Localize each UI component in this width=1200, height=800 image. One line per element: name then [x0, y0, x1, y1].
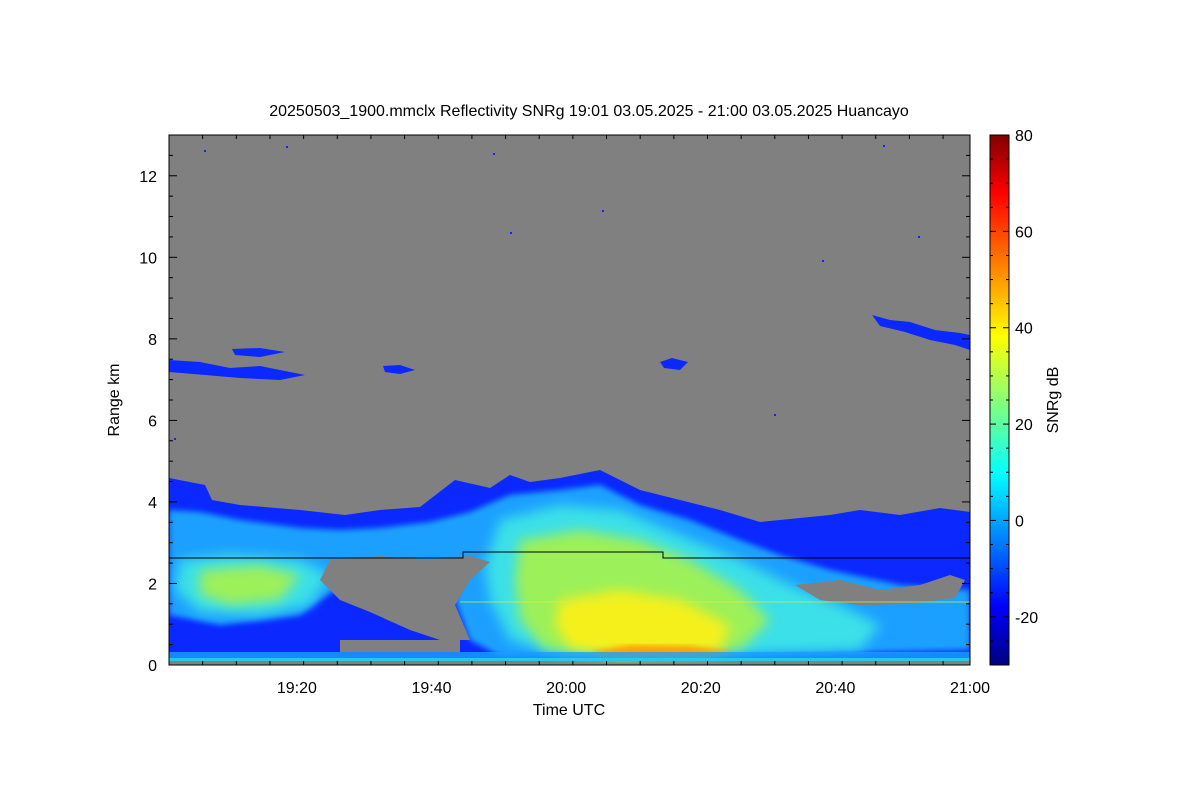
colorbar-label: SNRg dB [1045, 367, 1062, 434]
colorbar-tick-label: 60 [1015, 224, 1033, 241]
y-axis-label: Range km [106, 364, 123, 437]
x-tick-label: 20:40 [815, 680, 855, 697]
plot-area [169, 135, 970, 665]
x-tick-label: 19:20 [277, 680, 317, 697]
x-axis-label: Time UTC [533, 702, 605, 719]
surface-clutter [169, 652, 970, 661]
colorbar-ticks: -20 0 20 40 60 80 [990, 128, 1038, 666]
x-tick-label: 19:40 [411, 680, 451, 697]
y-tick-label: 0 [148, 658, 157, 675]
colorbar-tick-label: 0 [1015, 513, 1024, 530]
gap-region-bottom [340, 640, 460, 652]
y-tick-label: 2 [148, 576, 157, 593]
x-tick-label: 20:00 [546, 680, 586, 697]
x-tick-label: 21:00 [950, 680, 990, 697]
cloud-upper-right [872, 315, 970, 350]
noise-speckles [174, 145, 920, 440]
y-tick-label: 8 [148, 332, 157, 349]
colorbar-tick-label: -20 [1015, 610, 1038, 627]
gap-region-left [320, 556, 490, 640]
cloud-upper-mid [660, 358, 688, 370]
gap-region-right [795, 575, 965, 605]
chart-title: 20250503_1900.mmclx Reflectivity SNRg 19… [269, 103, 909, 120]
surface-line [169, 658, 970, 661]
cloud-core-yellow [555, 590, 730, 656]
y-tick-label: 12 [139, 169, 157, 186]
cloud-upper-left [169, 348, 415, 380]
colorbar-tick-label: 80 [1015, 128, 1033, 145]
y-tick-label: 6 [148, 413, 157, 430]
y-tick-label: 10 [139, 250, 157, 267]
layer-line [169, 551, 970, 559]
y-ticks: 0 2 4 6 8 10 12 [139, 134, 970, 675]
cloud-layer-main [169, 470, 970, 660]
x-tick-label: 20:20 [681, 680, 721, 697]
x-ticks: 19:20 19:40 20:00 20:20 20:40 21:00 [168, 135, 990, 697]
colorbar-tick-label: 40 [1015, 321, 1033, 338]
colorbar-tick-label: 20 [1015, 417, 1033, 434]
y-tick-label: 4 [148, 495, 157, 512]
